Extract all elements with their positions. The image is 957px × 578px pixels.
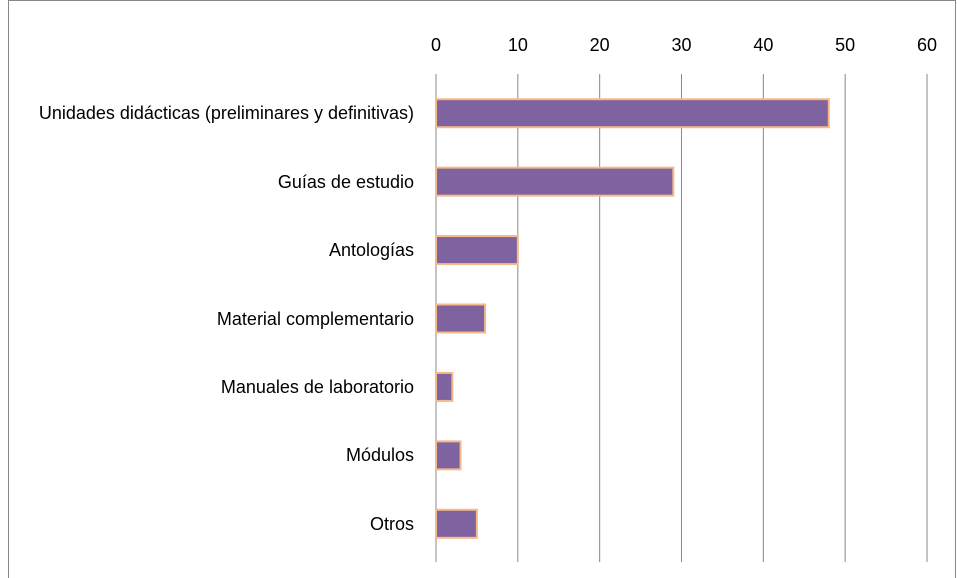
bar [435, 508, 478, 539]
y-tick-label: Guías de estudio [277, 171, 414, 192]
x-tick-label: 60 [917, 35, 937, 55]
y-tick-label: Módulos [345, 445, 414, 466]
x-tick-label: 40 [753, 35, 773, 55]
bar [435, 303, 487, 334]
bar [435, 98, 830, 129]
y-tick-label: Antologías [328, 240, 414, 261]
bar [435, 371, 454, 402]
x-tick-label: 10 [508, 35, 528, 55]
chart-frame [8, 0, 956, 578]
bar [435, 235, 519, 266]
x-tick-label: 50 [835, 35, 855, 55]
bar [435, 166, 675, 197]
y-tick-label: Unidades didácticas (preliminares y defi… [38, 103, 414, 124]
bar [435, 440, 462, 471]
x-tick-label: 20 [590, 35, 610, 55]
x-tick-label: 0 [431, 35, 441, 55]
x-tick-label: 30 [671, 35, 691, 55]
y-tick-label: Otros [369, 513, 414, 534]
y-tick-label: Manuales de laboratorio [220, 376, 414, 397]
y-tick-label: Material complementario [216, 308, 414, 329]
